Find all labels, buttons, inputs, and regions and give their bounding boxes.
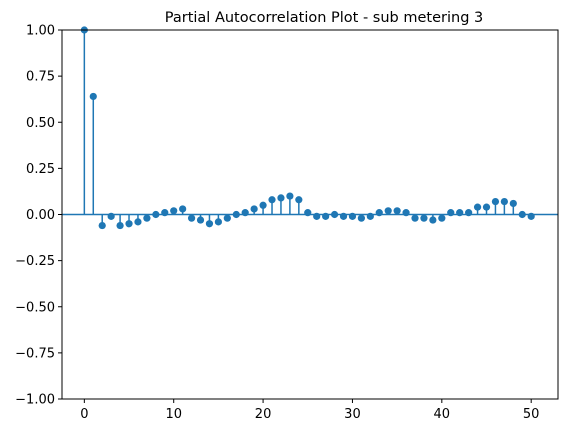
data-point [438, 214, 446, 222]
y-tick-label: 0.75 [26, 70, 55, 85]
y-tick-label: 1.00 [26, 24, 55, 39]
data-point [322, 212, 330, 220]
data-point [98, 221, 106, 230]
data-point [473, 203, 482, 211]
data-point [161, 209, 169, 217]
data-point [250, 205, 258, 213]
chart-title: Partial Autocorrelation Plot - sub meter… [165, 10, 483, 26]
data-point [107, 212, 115, 220]
data-point [420, 214, 428, 222]
data-point [411, 214, 419, 222]
data-point [187, 214, 196, 222]
data-point [339, 212, 348, 220]
data-point [214, 218, 222, 226]
data-point [295, 196, 303, 204]
data-point [491, 197, 500, 206]
data-point [205, 220, 214, 228]
y-tick-label: 0.50 [26, 116, 55, 131]
data-point [313, 212, 321, 220]
data-point [134, 218, 142, 226]
x-tick-label: 20 [255, 407, 272, 422]
data-point [527, 212, 535, 220]
data-point [179, 205, 187, 213]
data-point [286, 192, 294, 200]
data-point [125, 220, 133, 228]
y-tick-label: −0.50 [15, 300, 55, 315]
data-point [277, 194, 285, 202]
data-point [447, 209, 455, 217]
y-tick-label: 0.00 [26, 208, 55, 223]
data-point [429, 216, 437, 224]
data-point [232, 210, 240, 219]
x-tick-label: 40 [434, 407, 451, 422]
data-point [152, 210, 160, 219]
data-point [348, 212, 357, 220]
y-tick-label: −0.75 [15, 346, 55, 361]
markers-group [80, 26, 535, 230]
axes-group: −1.00 −0.75 −0.50 −0.25 0.00 0.25 0.50 0.75 1.00… [15, 24, 559, 422]
data-point [500, 197, 508, 206]
data-point [357, 214, 365, 222]
data-point [268, 196, 276, 204]
y-tick-label: −0.25 [15, 254, 55, 269]
data-point [509, 199, 517, 208]
data-point [241, 209, 249, 217]
data-point [482, 203, 491, 211]
data-point [196, 216, 205, 224]
data-point [259, 201, 267, 209]
data-point [89, 92, 97, 101]
data-point [143, 214, 151, 222]
data-point [330, 210, 339, 219]
x-tick-label: 30 [344, 407, 361, 422]
data-point [518, 210, 526, 219]
data-point [456, 209, 464, 217]
y-tick-label: 0.25 [26, 162, 55, 177]
data-point [170, 207, 178, 215]
data-point [375, 209, 383, 217]
data-point [402, 209, 410, 217]
data-point [384, 207, 392, 215]
x-tick-label: 0 [80, 407, 88, 422]
stems-group [62, 30, 558, 226]
data-point [116, 221, 124, 230]
data-point [366, 212, 374, 220]
x-tick-label: 10 [165, 407, 182, 422]
x-tick-label: 50 [523, 407, 540, 422]
data-point [465, 209, 473, 217]
data-point [393, 207, 401, 215]
y-tick-label: −1.00 [15, 393, 55, 408]
data-point [223, 214, 231, 222]
data-point [304, 209, 312, 217]
